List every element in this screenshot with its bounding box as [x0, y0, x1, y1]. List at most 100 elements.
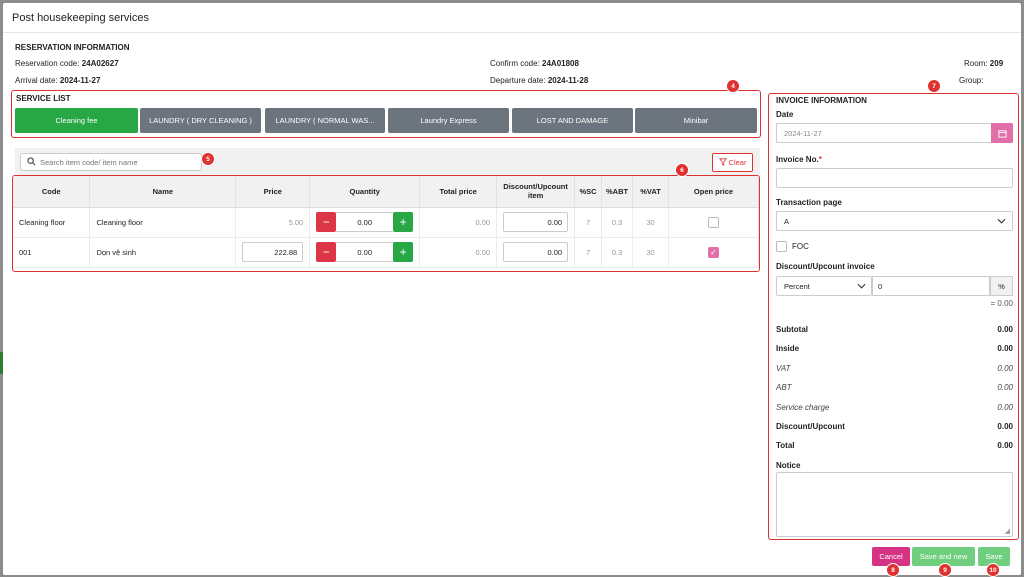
cell-open-price [668, 207, 759, 238]
column-header-open-price: Open price [668, 176, 759, 208]
confirm-code: Confirm code: 24A01808 [490, 59, 579, 68]
invoice-no-label: Invoice No.* [776, 155, 822, 164]
discount-upcount-label: Discount/Upcount [776, 422, 845, 431]
service-charge-value: 0.00 [997, 403, 1013, 412]
annotation-badge-4: 4 [726, 79, 740, 93]
service-charge-label: Service charge [776, 403, 830, 412]
resize-handle-icon[interactable]: ◢ [1004, 528, 1010, 535]
column-header-name: Name [89, 176, 237, 208]
cell-code: Cleaning floor [13, 207, 91, 238]
invoice-panel: INVOICE INFORMATION Date 2024-11-27 Invo… [768, 93, 1019, 540]
subtotal-value: 0.00 [997, 325, 1013, 334]
clear-label: Clear [728, 158, 747, 167]
confirm-code-value: 24A01808 [542, 59, 579, 68]
discount-result: = 0.00 [776, 299, 1013, 308]
discount-type-select[interactable]: Percent [776, 276, 872, 296]
annotation-badge-6: 6 [675, 163, 689, 177]
chevron-down-icon [857, 282, 866, 291]
room-label: Room: [964, 59, 988, 68]
service-tab-lost-and-damage[interactable]: LOST AND DAMAGE [512, 108, 633, 133]
room-info: Room: 209 [964, 59, 1003, 68]
service-tab-laundry-dry-cleaning[interactable]: LAUNDRY ( DRY CLEANING ) [140, 108, 261, 133]
cell-sc: 7 [574, 207, 603, 238]
service-tab-minibar[interactable]: Minibar [635, 108, 757, 133]
date-field[interactable]: 2024-11-27 [776, 123, 1013, 143]
service-tab-laundry-normal-wash[interactable]: LAUNDRY ( NORMAL WAS... [265, 108, 385, 133]
search-box[interactable] [20, 153, 202, 171]
date-label: Date [776, 110, 794, 119]
cell-quantity: − 0.00 + [309, 237, 421, 268]
filter-icon [718, 157, 727, 168]
total-row: Total 0.00 [776, 441, 1013, 450]
date-value: 2024-11-27 [784, 128, 822, 138]
abt-row: ABT 0.00 [776, 383, 1013, 392]
cell-code: 001 [13, 237, 91, 268]
post-housekeeping-modal: Post housekeeping services RESERVATION I… [3, 3, 1021, 575]
invoice-no-input[interactable] [776, 168, 1013, 188]
discount-input[interactable]: 0.00 [503, 242, 569, 262]
foc-checkbox[interactable] [776, 241, 787, 252]
foc-label: FOC [792, 242, 809, 251]
discount-input[interactable]: 0.00 [503, 212, 569, 232]
invoice-title: INVOICE INFORMATION [776, 96, 867, 105]
table-header-row: Code Name Price Quantity Total price Dis… [13, 176, 759, 208]
annotation-badge-10: 10 [986, 563, 1000, 577]
notice-textarea[interactable]: ◢ [776, 472, 1013, 537]
quantity-decrease-button[interactable]: − [316, 242, 337, 262]
quantity-decrease-button[interactable]: − [316, 212, 337, 232]
open-price-checkbox-checked[interactable]: ✓ [708, 246, 720, 258]
column-header-sc: %SC [574, 176, 603, 208]
notice-label: Notice [776, 461, 801, 470]
search-input[interactable] [40, 157, 190, 167]
departure-date: Departure date: 2024-11-28 [490, 76, 588, 85]
transaction-page-label: Transaction page [776, 198, 842, 207]
transaction-page-select[interactable]: A [776, 211, 1013, 231]
save-button[interactable]: Save [978, 547, 1010, 566]
inside-value: 0.00 [997, 344, 1013, 353]
price-input[interactable]: 222.88 [242, 242, 304, 262]
column-header-discount: Discount/Upcount item [496, 176, 576, 208]
quantity-input[interactable]: 0.00 [336, 212, 394, 232]
discount-value-input[interactable]: 0 [872, 276, 990, 296]
quantity-increase-button[interactable]: + [393, 212, 414, 232]
group-label: Group: [959, 76, 984, 85]
chevron-down-icon [997, 217, 1006, 226]
annotation-badge-9: 9 [938, 563, 952, 577]
total-value: 0.00 [997, 441, 1013, 450]
calendar-icon[interactable] [991, 123, 1013, 143]
column-header-code: Code [13, 176, 91, 208]
cell-abt: 0.3 [601, 237, 634, 268]
inside-label: Inside [776, 344, 800, 353]
quantity-increase-button[interactable]: + [393, 242, 414, 262]
service-list-panel: SERVICE LIST Cleaning fee LAUNDRY ( DRY … [11, 90, 761, 138]
invoice-no-text: Invoice No. [776, 155, 819, 164]
arrival-value: 2024-11-27 [59, 76, 101, 85]
total-label: Total [776, 441, 795, 450]
table-row: 001 Dọn vệ sinh 222.88 − 0.00 + 0.00 0.0… [13, 237, 759, 268]
vat-label: VAT [776, 364, 791, 373]
clear-button[interactable]: Clear [712, 153, 753, 172]
cell-discount: 0.00 [496, 237, 576, 268]
vat-value: 0.00 [997, 364, 1013, 373]
quantity-input[interactable]: 0.00 [336, 242, 394, 262]
cell-quantity: − 0.00 + [309, 207, 421, 238]
service-tab-laundry-express[interactable]: Laundry Express [388, 108, 509, 133]
cell-vat: 30 [632, 237, 670, 268]
table-row: Cleaning floor Cleaning floor 5.00 − 0.0… [13, 207, 759, 238]
cell-discount: 0.00 [496, 207, 576, 238]
abt-value: 0.00 [997, 383, 1013, 392]
column-header-price: Price [235, 176, 311, 208]
background-accent [0, 352, 4, 374]
departure-label: Departure date: [490, 76, 546, 85]
service-tab-cleaning-fee[interactable]: Cleaning fee [15, 108, 138, 133]
annotation-badge-8: 8 [886, 563, 900, 577]
foc-option[interactable]: FOC [776, 241, 809, 252]
open-price-checkbox[interactable] [708, 216, 720, 228]
cancel-button[interactable]: Cancel [872, 547, 910, 566]
save-and-new-button[interactable]: Save and new [912, 547, 975, 566]
column-header-vat: %VAT [632, 176, 670, 208]
cell-price: 5.00 [235, 207, 311, 238]
confirm-code-label: Confirm code: [490, 59, 540, 68]
cell-sc: 7 [574, 237, 603, 268]
percent-addon: % [990, 276, 1013, 296]
